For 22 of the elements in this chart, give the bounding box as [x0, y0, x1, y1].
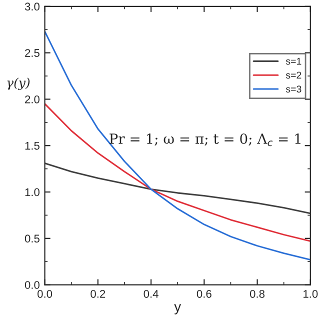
x-tick-label: 0.4	[144, 290, 158, 298]
x-tick-label: 0.8	[250, 290, 265, 298]
y-tick-label: 0.0	[24, 281, 40, 289]
annotation: Pr = 1; ω = π; t = 0; Λ$_{c}$ = 1	[110, 133, 300, 146]
y-tick-label: 0.5	[24, 234, 40, 243]
y-tick-label: 3.0	[24, 2, 40, 11]
line-series	[44, 103, 310, 242]
y-axis-title: γ(y)	[7, 78, 30, 90]
legend-label: s=1	[286, 58, 302, 65]
x-tick-label: 1.0	[304, 290, 318, 298]
x-tick-label: 0.0	[38, 290, 52, 298]
legend-label: s=2	[286, 72, 302, 79]
x-tick-label: 0.2	[90, 290, 106, 298]
x-axis-title: y	[174, 304, 182, 314]
line-series	[44, 30, 310, 261]
y-tick-label: 1.0	[25, 188, 40, 196]
line-series	[44, 162, 310, 214]
x-tick-label: 0.6	[196, 290, 212, 298]
legend-label: s=3	[286, 86, 302, 93]
y-tick-label: 2.0	[25, 95, 40, 104]
y-tick-label: 2.5	[25, 49, 40, 57]
y-tick-label: 1.5	[25, 142, 40, 150]
